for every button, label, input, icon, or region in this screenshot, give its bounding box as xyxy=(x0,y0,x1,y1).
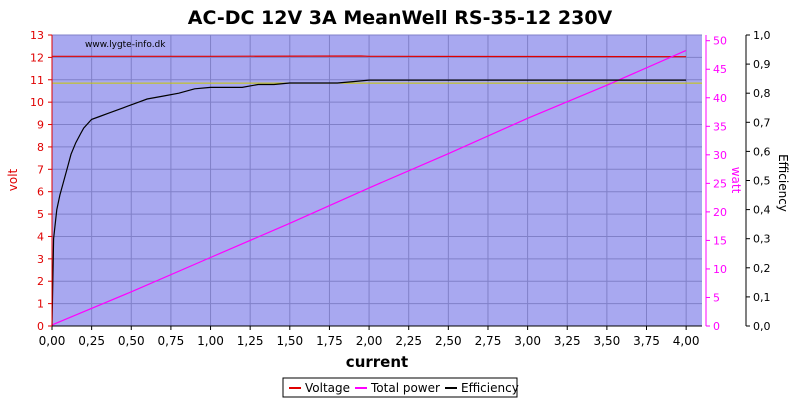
x-tick-label: 0,50 xyxy=(118,334,145,348)
y-right2-tick-label: 0,0 xyxy=(753,320,771,333)
y-right2-axis-label: Efficiency xyxy=(776,154,790,212)
x-tick-label: 2,25 xyxy=(395,334,422,348)
y-left-tick-label: 1 xyxy=(37,298,44,311)
y-right2-tick-label: 0,3 xyxy=(753,233,771,246)
x-tick-label: 1,25 xyxy=(237,334,264,348)
y-right1-tick-label: 25 xyxy=(713,177,727,190)
x-axis-label: current xyxy=(346,353,408,371)
y-right2-tick-label: 0,5 xyxy=(753,175,771,188)
y-left-tick-label: 0 xyxy=(37,320,44,333)
legend-entry-efficiency: Efficiency xyxy=(461,381,519,395)
tick-labels: 0,00 0,25 0,50 0,75 1,00 1,25 1,50 1,75 2,00 2,25… xyxy=(30,29,771,348)
x-tick-label: 1,50 xyxy=(276,334,303,348)
x-tick-label: 3,50 xyxy=(594,334,621,348)
y-right1-tick-label: 10 xyxy=(713,263,727,276)
x-tick-label: 1,75 xyxy=(316,334,343,348)
x-tick-label: 0,00 xyxy=(39,334,66,348)
y-left-tick-label: 10 xyxy=(30,96,44,109)
y-left-tick-label: 9 xyxy=(37,119,44,132)
y-left-tick-label: 2 xyxy=(37,275,44,288)
y-left-tick-label: 13 xyxy=(30,29,44,42)
y-left-tick-label: 8 xyxy=(37,141,44,154)
y-right2-tick-label: 0,9 xyxy=(753,58,771,71)
y-left-tick-label: 4 xyxy=(37,230,44,243)
y-right2-tick-label: 0,4 xyxy=(753,204,771,217)
x-tick-label: 3,25 xyxy=(554,334,581,348)
series-line-voltage xyxy=(52,55,687,58)
x-tick-label: 3,00 xyxy=(514,334,541,348)
y-left-tick-label: 11 xyxy=(30,74,44,87)
y-right1-tick-label: 0 xyxy=(713,320,720,333)
y-right1-axis-label: watt xyxy=(729,167,743,194)
x-tick-label: 2,75 xyxy=(475,334,502,348)
plot-area xyxy=(52,35,702,326)
y-left-axis-label: volt xyxy=(6,168,20,191)
chart-title: AC-DC 12V 3A MeanWell RS-35-12 230V xyxy=(188,7,613,29)
x-tick-label: 0,75 xyxy=(158,334,185,348)
y-right2-tick-label: 0,8 xyxy=(753,87,771,100)
y-right1-tick-label: 35 xyxy=(713,120,727,133)
y-right1-tick-label: 50 xyxy=(713,35,727,48)
y-right1-tick-label: 15 xyxy=(713,234,727,247)
y-left-tick-label: 5 xyxy=(37,208,44,221)
legend: Voltage Total power Efficiency xyxy=(282,377,519,398)
watermark: www.lygte-info.dk xyxy=(85,40,166,50)
y-left-tick-label: 7 xyxy=(37,163,44,176)
y-right2-tick-label: 0,6 xyxy=(753,145,771,158)
axes xyxy=(48,34,750,330)
y-right1-tick-label: 5 xyxy=(713,291,720,304)
y-left-tick-label: 3 xyxy=(37,253,44,266)
legend-entry-voltage: Voltage xyxy=(305,381,350,395)
x-tick-label: 2,00 xyxy=(356,334,383,348)
x-tick-label: 4,00 xyxy=(673,334,700,348)
y-right2-tick-label: 0,7 xyxy=(753,116,771,129)
y-left-tick-label: 6 xyxy=(37,186,44,199)
legend-box xyxy=(282,377,518,398)
x-tick-label: 3,75 xyxy=(633,334,660,348)
y-right1-tick-label: 40 xyxy=(713,92,727,105)
y-right1-tick-label: 45 xyxy=(713,63,727,76)
x-tick-label: 1,00 xyxy=(197,334,224,348)
y-right2-tick-label: 1,0 xyxy=(753,29,771,42)
y-right1-tick-label: 20 xyxy=(713,206,727,219)
y-right1-tick-label: 30 xyxy=(713,149,727,162)
series-line-total-power xyxy=(51,49,687,326)
y-right2-tick-label: 0,2 xyxy=(753,262,771,275)
y-left-tick-label: 12 xyxy=(30,51,44,64)
series-layer xyxy=(51,49,687,327)
x-tick-label: 2,50 xyxy=(435,334,462,348)
y-right2-tick-label: 0,1 xyxy=(753,291,771,304)
legend-entry-power: Total power xyxy=(370,381,440,395)
x-tick-label: 0,25 xyxy=(78,334,105,348)
series-line-efficiency xyxy=(51,79,687,327)
